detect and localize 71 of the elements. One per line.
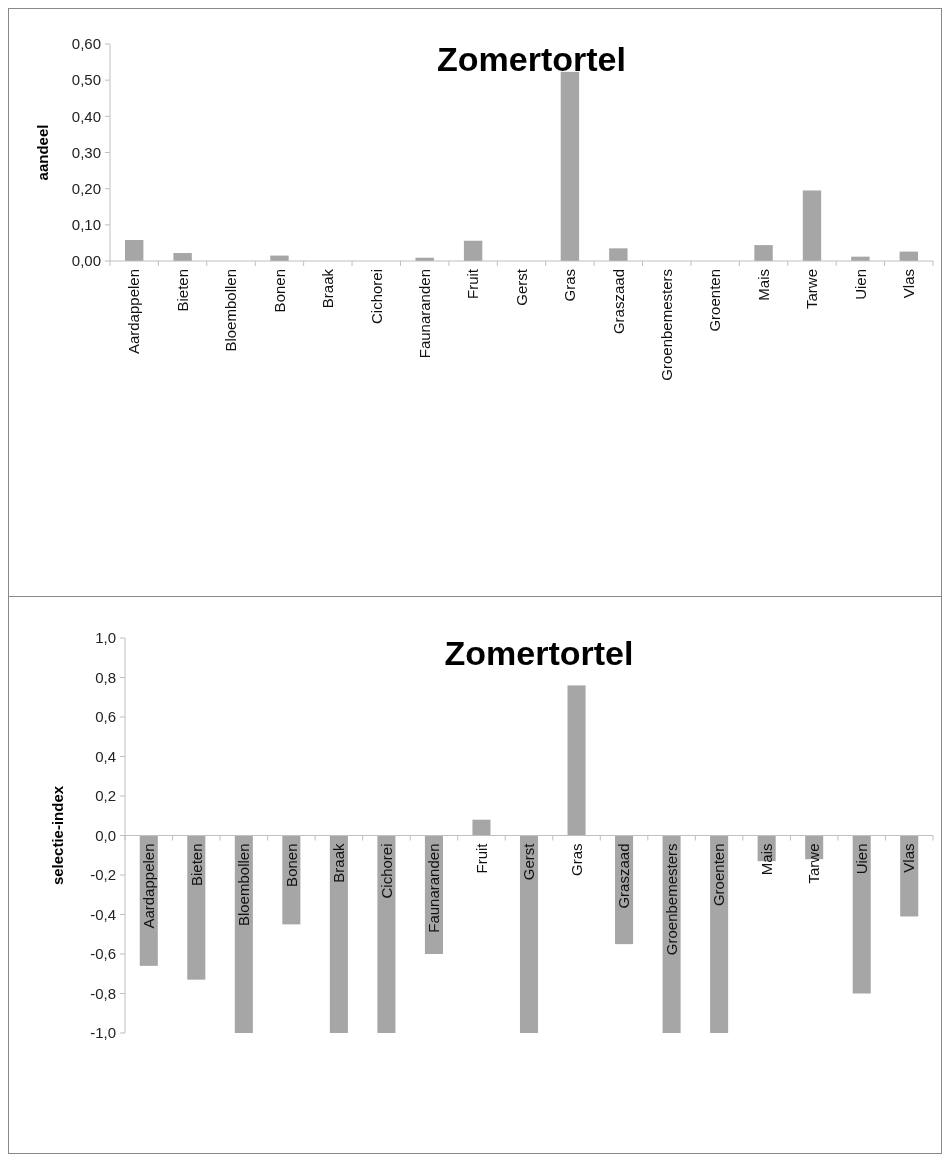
x-tick-label: Mais xyxy=(754,269,772,301)
y-tick-label: 0,20 xyxy=(71,179,101,197)
x-tick-label: Bieten xyxy=(187,843,205,887)
x-tick-label: Tarwe xyxy=(803,269,821,310)
bar xyxy=(852,835,871,994)
y-tick-label: 0,2 xyxy=(95,787,116,805)
x-tick-label: Tarwe xyxy=(805,843,823,884)
x-tick-label: Braak xyxy=(330,843,348,883)
x-tick-label: Graszaad xyxy=(609,269,627,335)
x-tick-label: Groenbemesters xyxy=(657,269,675,381)
y-tick-label: -0,2 xyxy=(90,866,116,884)
x-tick-label: Bonen xyxy=(282,843,300,887)
x-tick-label: Cichorei xyxy=(367,269,385,325)
bar xyxy=(560,71,580,261)
x-tick-label: Vlas xyxy=(900,843,918,873)
bar xyxy=(125,240,144,261)
x-tick-label: Mais xyxy=(757,843,775,876)
x-tick-label: Fruit xyxy=(464,268,482,299)
y-tick-label: 0,50 xyxy=(71,71,101,89)
x-tick-label: Bloembollen xyxy=(222,269,240,352)
y-axis-title: selectie-index xyxy=(49,785,66,886)
x-tick-label: Bieten xyxy=(173,269,191,312)
x-tick-label: Groenten xyxy=(710,843,728,907)
y-tick-label: 0,60 xyxy=(71,35,101,53)
bar xyxy=(609,248,628,261)
y-tick-label: 0,8 xyxy=(95,668,116,686)
y-tick-label: -1,0 xyxy=(90,1024,116,1042)
y-tick-label: 0,10 xyxy=(71,216,101,234)
x-tick-label: Faunaranden xyxy=(415,269,433,359)
x-tick-label: Fruit xyxy=(472,842,490,874)
x-tick-label: Cichorei xyxy=(377,843,395,899)
bar xyxy=(472,819,491,836)
bar xyxy=(329,835,348,1033)
chart-title: Zomertortel xyxy=(437,40,626,78)
x-tick-label: Uien xyxy=(852,843,870,875)
y-tick-label: -0,6 xyxy=(90,945,116,963)
bar xyxy=(463,240,483,261)
bar xyxy=(802,190,822,261)
x-tick-label: Braak xyxy=(319,268,337,309)
x-tick-label: Vlas xyxy=(900,269,918,299)
y-tick-label: 0,6 xyxy=(95,708,116,726)
x-tick-label: Aardappelen xyxy=(140,843,158,929)
y-tick-label: 0,30 xyxy=(71,143,101,161)
x-tick-label: Gras xyxy=(561,269,579,302)
bar xyxy=(519,835,539,1033)
y-tick-label: 0,00 xyxy=(71,252,101,270)
y-axis-title: aandeel xyxy=(34,124,51,181)
bar xyxy=(754,245,773,261)
bar xyxy=(187,835,206,980)
y-tick-label: 1,0 xyxy=(95,629,116,647)
bar xyxy=(567,685,586,836)
x-tick-label: Gerst xyxy=(520,842,538,881)
y-tick-label: -0,8 xyxy=(90,984,116,1002)
x-tick-label: Bonen xyxy=(270,269,288,313)
y-tick-label: 0,4 xyxy=(95,747,116,765)
x-tick-label: Graszaad xyxy=(615,843,633,909)
x-tick-label: Aardappelen xyxy=(125,269,143,355)
x-tick-label: Gerst xyxy=(512,268,530,306)
x-tick-label: Gras xyxy=(567,843,585,877)
x-tick-label: Groenbemesters xyxy=(662,843,680,956)
y-tick-label: -0,4 xyxy=(90,905,116,923)
x-tick-label: Groenten xyxy=(706,269,724,332)
x-tick-label: Uien xyxy=(851,269,869,300)
bar xyxy=(377,835,396,1033)
y-tick-label: 0,0 xyxy=(95,826,116,844)
bar xyxy=(173,253,192,261)
chart-title: Zomertortel xyxy=(444,634,634,672)
y-tick-label: 0,40 xyxy=(71,107,101,125)
bar xyxy=(710,835,729,1033)
x-tick-label: Bloembollen xyxy=(235,843,253,927)
x-tick-label: Faunaranden xyxy=(425,843,443,933)
